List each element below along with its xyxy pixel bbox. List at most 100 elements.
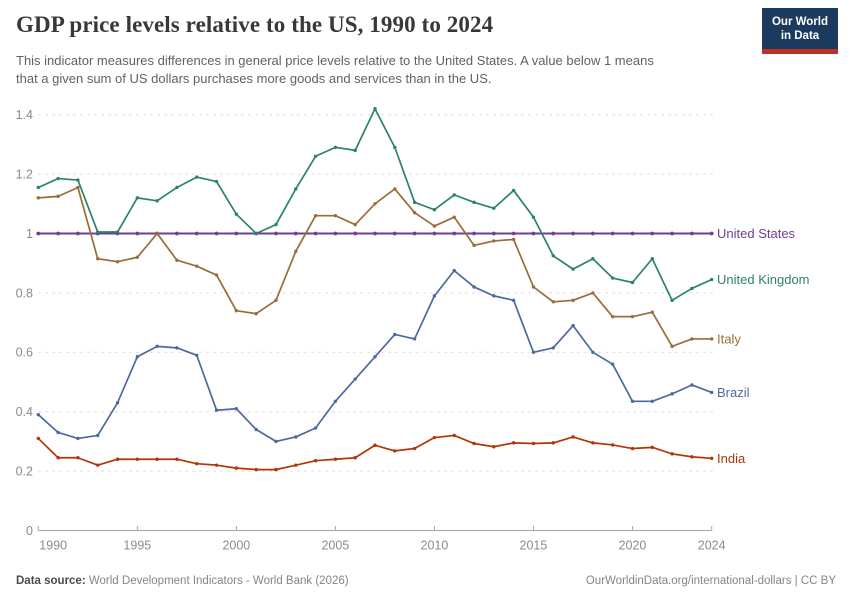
data-point-united-states[interactable]	[551, 231, 556, 236]
data-point-india[interactable]	[472, 441, 476, 446]
data-point-italy[interactable]	[96, 257, 100, 261]
data-point-united-states[interactable]	[194, 231, 199, 236]
data-point-india[interactable]	[492, 445, 496, 449]
data-point-italy[interactable]	[630, 314, 635, 319]
data-point-united-kingdom[interactable]	[56, 176, 60, 181]
data-point-italy[interactable]	[670, 344, 674, 349]
data-point-india[interactable]	[76, 456, 80, 460]
data-point-india[interactable]	[56, 456, 60, 460]
data-point-united-kingdom[interactable]	[452, 193, 456, 197]
data-point-brazil[interactable]	[531, 350, 536, 354]
data-point-india[interactable]	[710, 456, 714, 461]
data-point-brazil[interactable]	[36, 412, 40, 417]
data-point-italy[interactable]	[551, 300, 555, 304]
data-point-brazil[interactable]	[610, 362, 615, 366]
data-point-united-states[interactable]	[630, 231, 635, 236]
data-point-united-kingdom[interactable]	[551, 254, 555, 258]
series-end-label-united-kingdom[interactable]: United Kingdom	[717, 272, 810, 287]
data-point-united-kingdom[interactable]	[670, 298, 674, 303]
data-point-brazil[interactable]	[155, 344, 159, 349]
data-point-india[interactable]	[175, 457, 179, 461]
owid-logo[interactable]: Our World in Data	[762, 8, 838, 54]
data-point-united-kingdom[interactable]	[274, 222, 278, 227]
data-point-united-states[interactable]	[274, 231, 278, 236]
data-point-united-states[interactable]	[175, 231, 179, 236]
data-point-italy[interactable]	[175, 258, 179, 262]
data-point-italy[interactable]	[115, 260, 120, 264]
data-point-brazil[interactable]	[313, 426, 318, 430]
data-point-united-kingdom[interactable]	[175, 185, 179, 190]
data-point-united-kingdom[interactable]	[373, 107, 377, 111]
data-point-united-kingdom[interactable]	[214, 179, 219, 184]
data-point-united-kingdom[interactable]	[630, 280, 635, 285]
data-point-india[interactable]	[670, 452, 674, 456]
data-point-brazil[interactable]	[591, 350, 595, 354]
data-point-united-kingdom[interactable]	[591, 257, 595, 261]
data-point-italy[interactable]	[313, 213, 318, 218]
data-point-united-states[interactable]	[511, 231, 516, 236]
data-point-united-states[interactable]	[56, 231, 61, 236]
data-point-india[interactable]	[452, 433, 456, 438]
data-point-brazil[interactable]	[511, 298, 516, 303]
series-end-label-india[interactable]: India	[717, 451, 746, 466]
data-point-india[interactable]	[373, 443, 377, 447]
data-point-united-kingdom[interactable]	[353, 148, 357, 153]
data-point-brazil[interactable]	[670, 392, 674, 396]
data-point-italy[interactable]	[36, 196, 40, 200]
data-point-italy[interactable]	[333, 213, 338, 218]
data-point-brazil[interactable]	[690, 383, 694, 387]
data-point-india[interactable]	[630, 446, 635, 451]
data-point-india[interactable]	[650, 445, 654, 450]
data-point-italy[interactable]	[56, 194, 60, 199]
data-point-india[interactable]	[353, 456, 357, 460]
data-point-italy[interactable]	[76, 185, 80, 190]
data-point-brazil[interactable]	[452, 268, 456, 273]
data-point-italy[interactable]	[472, 243, 476, 248]
data-point-united-kingdom[interactable]	[115, 230, 120, 234]
data-point-brazil[interactable]	[254, 427, 258, 432]
data-point-united-states[interactable]	[650, 231, 655, 236]
data-point-united-kingdom[interactable]	[254, 231, 258, 236]
data-point-italy[interactable]	[274, 298, 278, 303]
series-line-italy[interactable]	[37, 186, 713, 348]
owid-url-license-link[interactable]: OurWorldinData.org/international-dollars…	[585, 575, 836, 587]
data-point-india[interactable]	[96, 463, 100, 467]
data-point-india[interactable]	[511, 441, 516, 445]
data-point-united-kingdom[interactable]	[412, 200, 417, 205]
data-point-italy[interactable]	[393, 187, 397, 191]
data-point-italy[interactable]	[135, 255, 140, 259]
data-point-united-states[interactable]	[590, 231, 595, 236]
data-point-united-states[interactable]	[135, 231, 140, 236]
data-point-india[interactable]	[135, 457, 140, 461]
data-point-brazil[interactable]	[135, 355, 140, 359]
data-point-united-kingdom[interactable]	[610, 276, 615, 280]
data-point-united-kingdom[interactable]	[195, 175, 199, 179]
data-point-united-states[interactable]	[689, 231, 694, 236]
data-point-italy[interactable]	[610, 314, 615, 319]
data-point-brazil[interactable]	[650, 399, 654, 404]
data-point-united-kingdom[interactable]	[96, 230, 100, 234]
data-point-brazil[interactable]	[630, 399, 635, 404]
data-point-united-states[interactable]	[313, 231, 318, 236]
data-point-united-kingdom[interactable]	[333, 145, 338, 150]
data-point-united-kingdom[interactable]	[234, 212, 239, 216]
data-point-brazil[interactable]	[56, 430, 60, 435]
data-point-italy[interactable]	[690, 337, 694, 341]
data-point-italy[interactable]	[234, 309, 239, 313]
data-point-india[interactable]	[432, 435, 437, 440]
data-point-united-kingdom[interactable]	[294, 187, 298, 191]
data-point-india[interactable]	[36, 436, 40, 441]
data-point-india[interactable]	[294, 463, 298, 467]
data-point-brazil[interactable]	[373, 355, 377, 359]
data-point-united-kingdom[interactable]	[650, 257, 654, 261]
data-point-italy[interactable]	[294, 249, 298, 254]
data-point-brazil[interactable]	[214, 408, 219, 412]
data-point-brazil[interactable]	[195, 353, 199, 357]
data-point-united-kingdom[interactable]	[571, 267, 575, 271]
data-point-united-states[interactable]	[234, 231, 239, 236]
data-point-united-states[interactable]	[472, 231, 476, 236]
data-point-india[interactable]	[393, 449, 397, 453]
data-point-united-kingdom[interactable]	[36, 185, 40, 190]
data-point-brazil[interactable]	[294, 435, 298, 439]
data-point-united-states[interactable]	[571, 231, 575, 236]
